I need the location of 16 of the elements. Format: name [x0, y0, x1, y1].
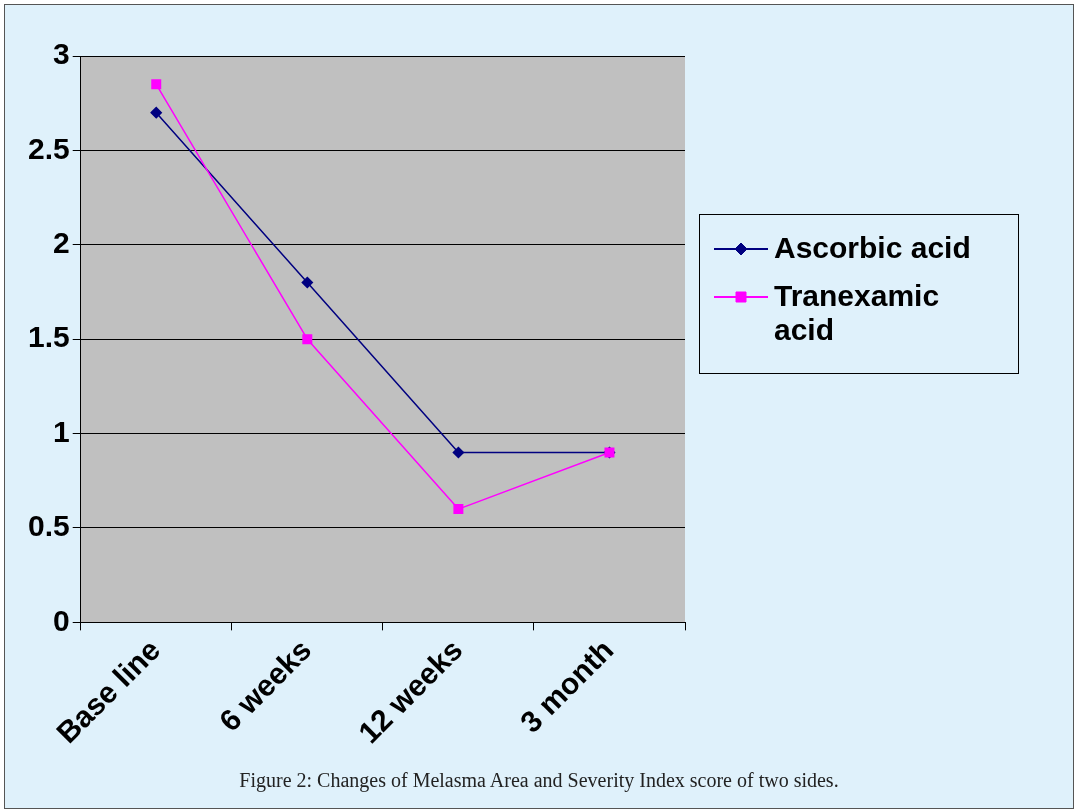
legend-label: Ascorbic acid — [774, 231, 971, 265]
point — [151, 79, 162, 90]
caption: Figure 2: Changes of Melasma Area and Severity Index score of two sides. — [238, 769, 840, 792]
y-tick-label: 0.5 — [27, 509, 70, 543]
y-tick-label: 1 — [53, 414, 70, 448]
point — [301, 276, 314, 289]
point — [150, 106, 162, 119]
point — [453, 504, 464, 515]
y-tick-label: 3 — [53, 37, 70, 71]
y-tick-label: 2.5 — [27, 131, 70, 165]
point — [302, 334, 313, 345]
point — [452, 446, 465, 459]
y-tick-label: 2 — [53, 226, 70, 260]
y-tick-label: 1.5 — [27, 320, 70, 354]
legend-label: Tranexamic acid — [774, 279, 941, 347]
y-tick-label: 0 — [53, 603, 70, 637]
